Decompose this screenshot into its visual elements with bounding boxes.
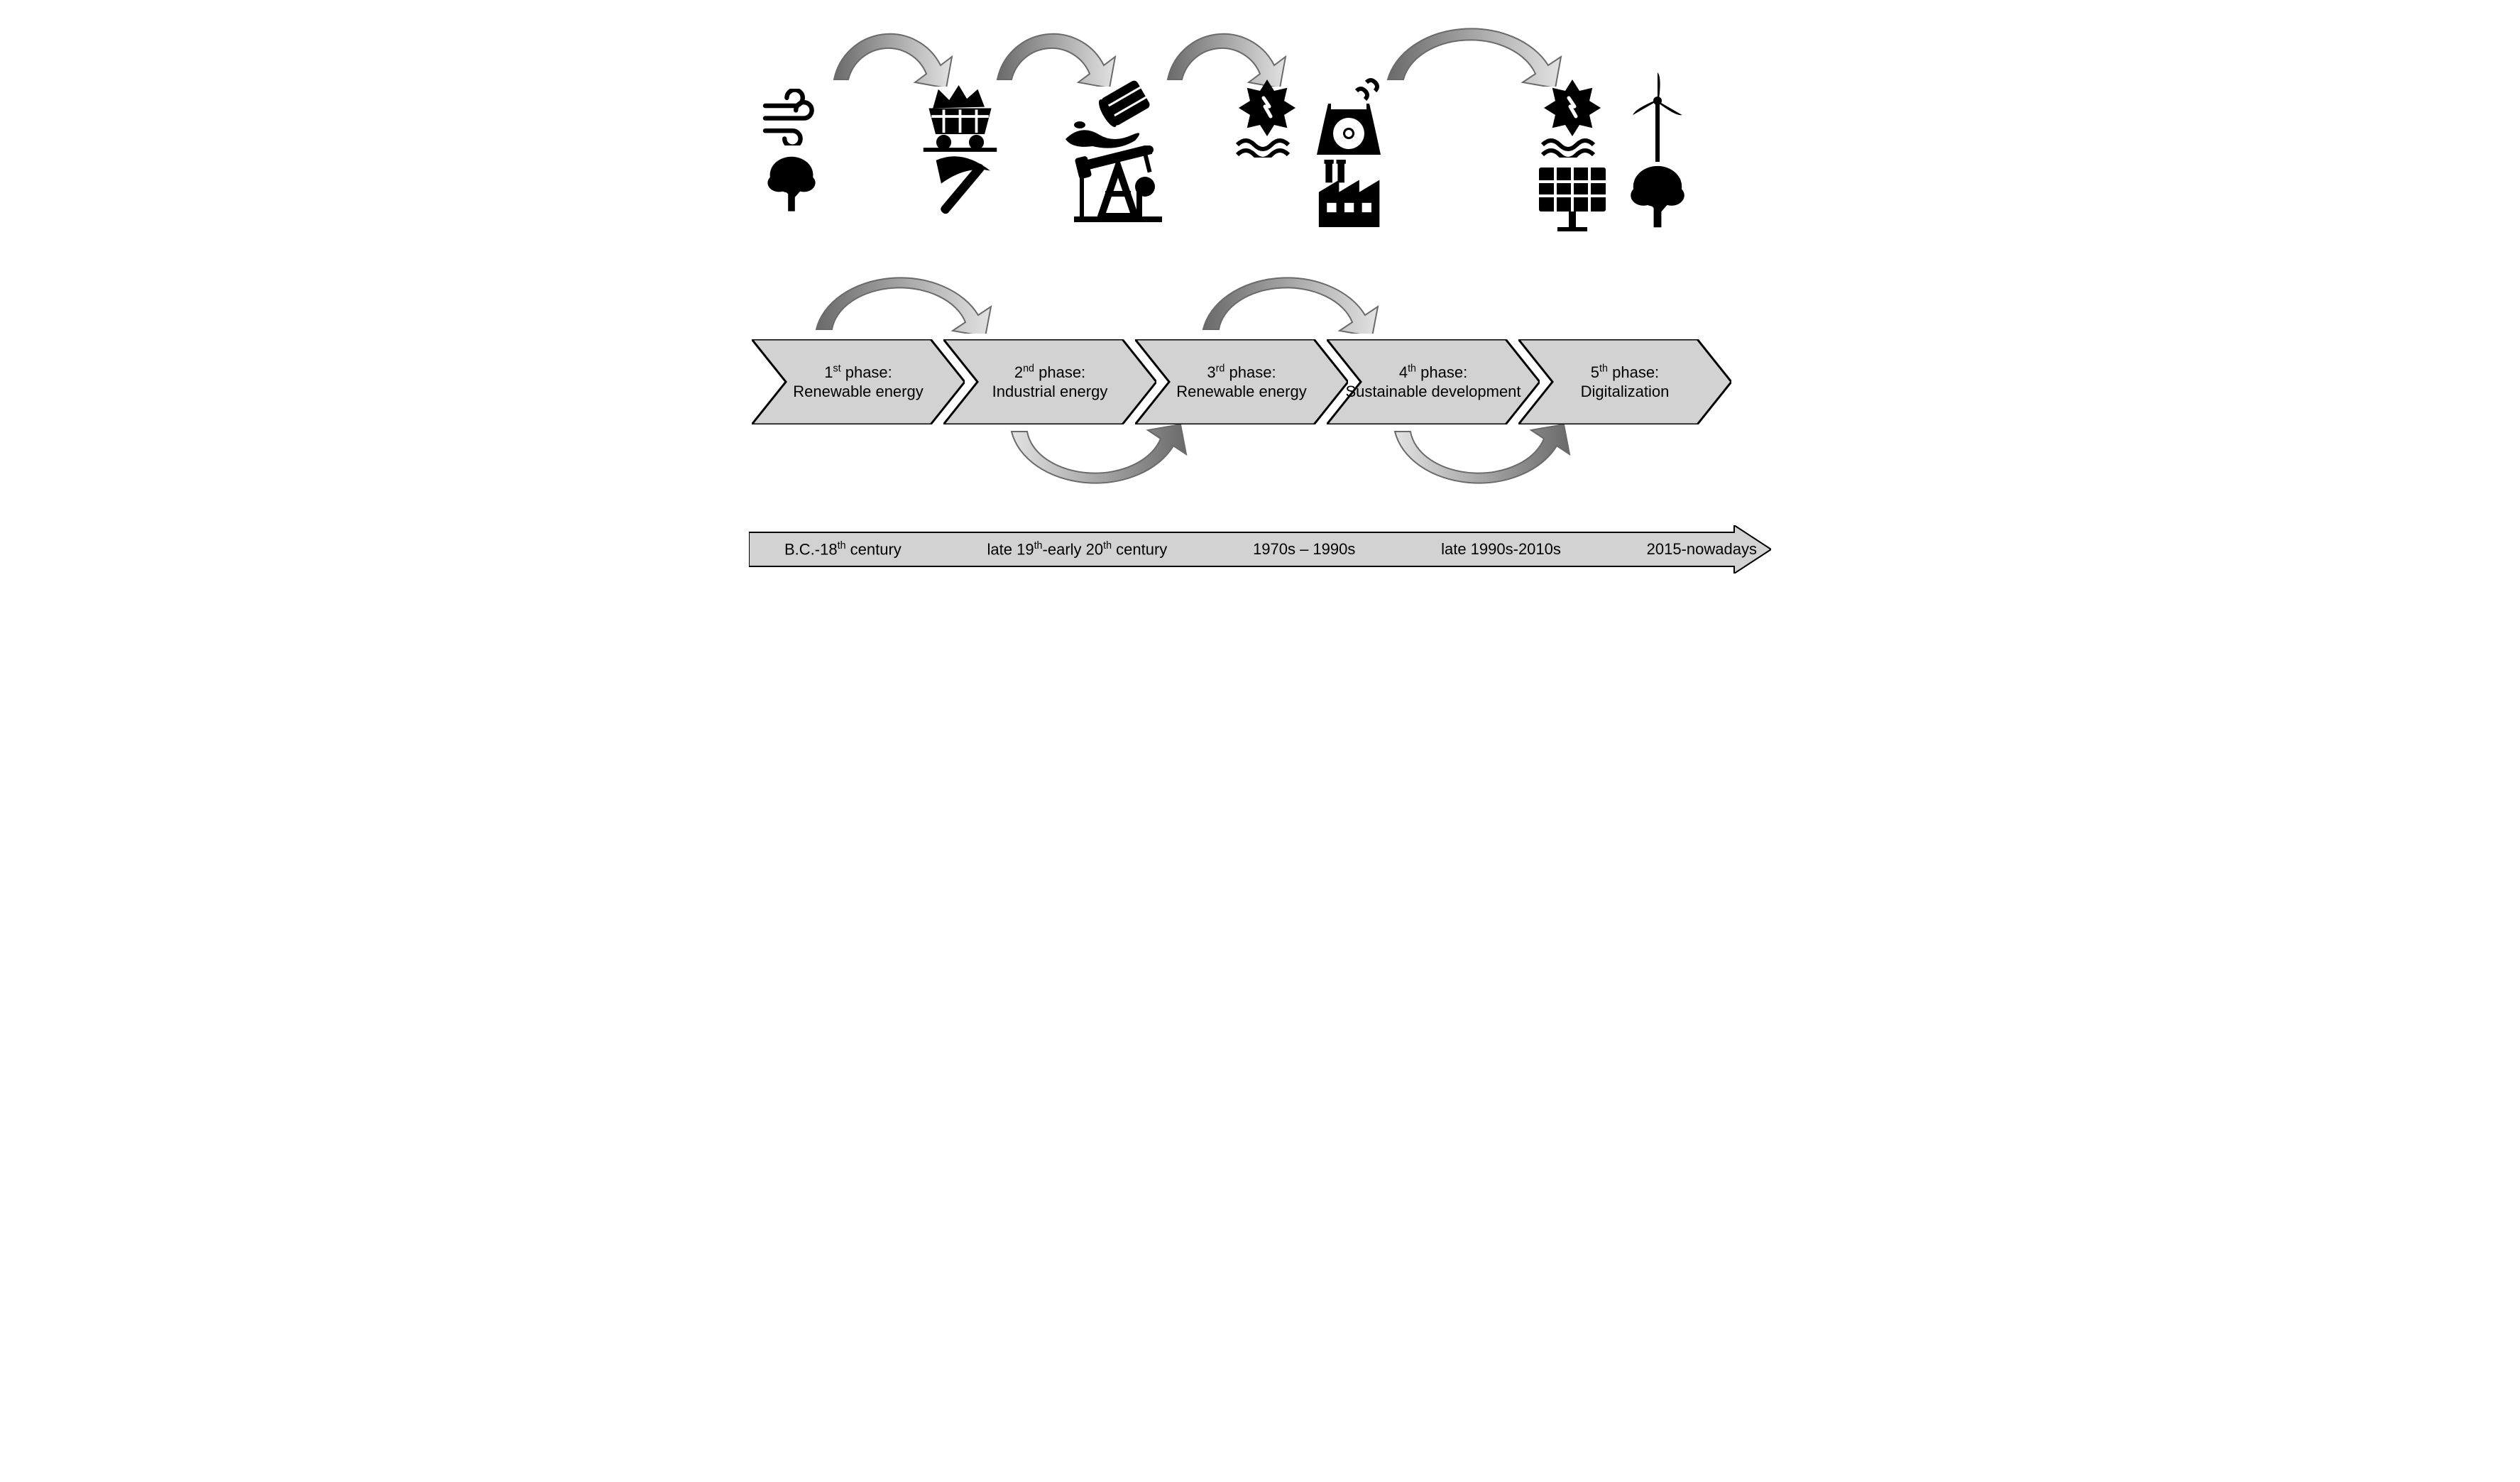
- phase-1: 1st phase: Renewable energy: [752, 339, 965, 424]
- timeline-arrow: B.C.-18th century late 19th-early 20th c…: [749, 525, 1835, 573]
- oil-pump-icon: [1068, 146, 1168, 224]
- arc-arrow-mid-bot-1: [997, 424, 1196, 503]
- arc-arrow-top-1: [820, 9, 962, 87]
- arc-arrow-top-3: [1154, 9, 1295, 87]
- hydro-gear-icon-2: [1537, 79, 1608, 158]
- tree-icon-2: [1626, 162, 1689, 233]
- nuclear-plant-icon: [1310, 77, 1388, 158]
- wind-turbine-icon: [1622, 71, 1693, 163]
- phase-4-label: 4th phase: Sustainable development: [1338, 363, 1528, 402]
- phase-5-label: 5th phase: Digitalization: [1574, 363, 1677, 402]
- arc-arrow-top-2: [983, 9, 1125, 87]
- timeline-label-5: 2015-nowadays: [1647, 540, 1757, 559]
- phase-3-label: 3rd phase: Renewable energy: [1169, 363, 1313, 402]
- hydro-gear-icon: [1232, 79, 1303, 158]
- phase-2: 2nd phase: Industrial energy: [943, 339, 1156, 424]
- oil-barrel-icon: [1061, 78, 1161, 149]
- factory-icon: [1313, 160, 1388, 227]
- coal-cart-icon: [919, 78, 1001, 156]
- energy-phases-diagram: 1st phase: Renewable energy 2nd phase: I…: [735, 0, 1785, 618]
- timeline-labels: B.C.-18th century late 19th-early 20th c…: [770, 540, 1792, 559]
- timeline-label-3: 1970s – 1990s: [1253, 540, 1355, 559]
- wind-icon: [756, 89, 820, 146]
- timeline-label-1: B.C.-18th century: [784, 540, 902, 559]
- arc-arrow-mid-bot-2: [1381, 424, 1579, 503]
- phase-5: 5th phase: Digitalization: [1518, 339, 1731, 424]
- timeline-label-2: late 19th-early 20th century: [987, 540, 1168, 559]
- phase-4: 4th phase: Sustainable development: [1327, 339, 1540, 424]
- arc-arrow-mid-top-1: [802, 256, 1001, 334]
- timeline-label-4: late 1990s-2010s: [1441, 540, 1561, 559]
- arc-arrow-top-4: [1374, 9, 1572, 87]
- arc-arrow-mid-top-2: [1189, 256, 1388, 334]
- phase-1-label: 1st phase: Renewable energy: [786, 363, 930, 402]
- pickaxe-icon: [923, 153, 1001, 224]
- tree-icon: [763, 153, 820, 216]
- phase-3: 3rd phase: Renewable energy: [1135, 339, 1348, 424]
- phase-2-label: 2nd phase: Industrial energy: [985, 363, 1115, 402]
- solar-panel-icon: [1533, 163, 1611, 234]
